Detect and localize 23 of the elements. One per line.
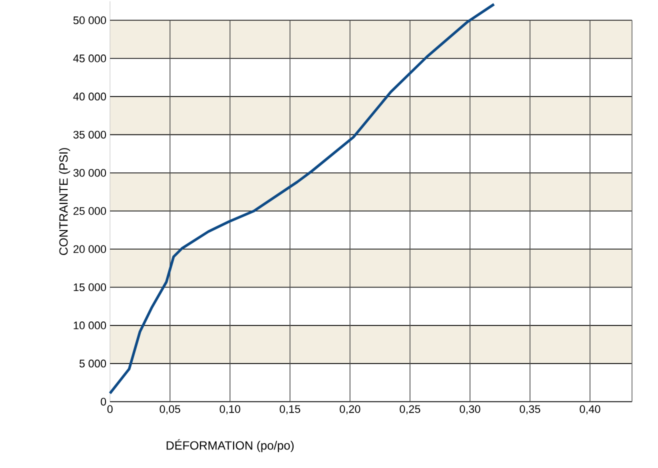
x-tick-label: 0,10 [220, 405, 240, 414]
y-tick-label: 35 000 [73, 130, 106, 139]
x-tick-label: 0,35 [520, 405, 540, 414]
y-tick-label: 15 000 [74, 283, 106, 292]
x-tick-label: 0,40 [580, 405, 600, 414]
x-tick-label: 0,30 [460, 405, 480, 414]
x-tick-label: 0,05 [160, 405, 180, 414]
y-tick-label: 5 000 [79, 360, 106, 368]
y-tick-label: 25 000 [74, 207, 106, 215]
y-tick-label: 40 000 [73, 92, 106, 100]
x-axis-title: DÉFORMATION (po/po) [166, 439, 294, 452]
y-tick-label: 20 000 [74, 245, 106, 254]
y-tick-label: 50 000 [73, 16, 106, 24]
line-series [108, 2, 496, 395]
x-tick-label: 0,15 [280, 405, 300, 414]
y-tick-label: 45 000 [73, 54, 106, 62]
y-tick-label: 10 000 [74, 322, 106, 330]
y-tick-label: 30 000 [73, 168, 106, 177]
y-tick-label: 0 [100, 398, 106, 406]
x-tick-label: 0,25 [400, 405, 420, 414]
y-axis-title: CONTRAINTE (PSI) [58, 148, 70, 255]
x-tick-label: 0,20 [340, 405, 360, 414]
x-tick-label: 0 [107, 405, 113, 413]
